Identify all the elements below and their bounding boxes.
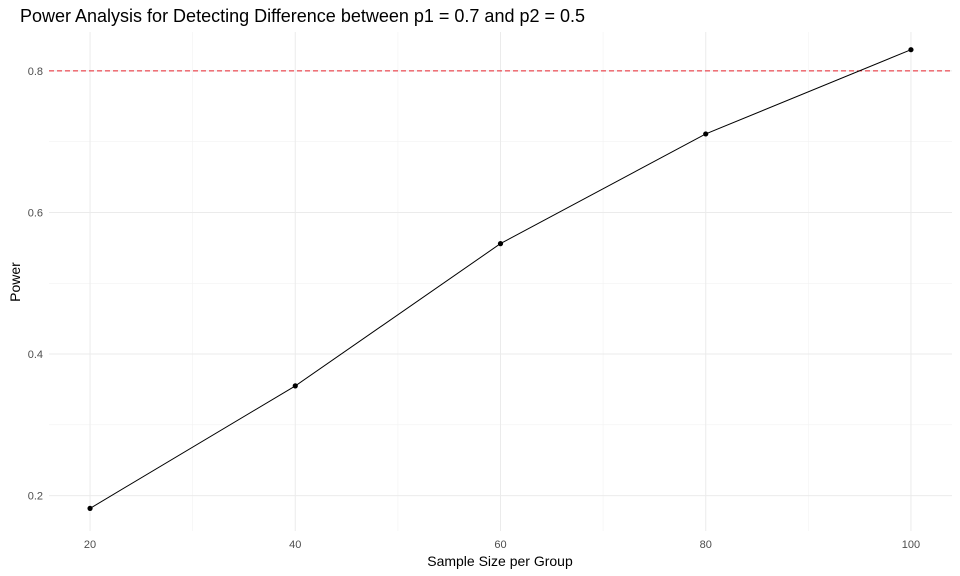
data-point — [292, 383, 298, 389]
x-axis-title: Sample Size per Group — [427, 553, 573, 569]
data-point — [87, 505, 93, 511]
y-tick-label: 0.6 — [28, 207, 43, 219]
x-tick-label: 20 — [84, 539, 96, 551]
x-axis-ticks: 20 40 60 80 100 — [84, 539, 920, 551]
chart-title: Power Analysis for Detecting Difference … — [20, 6, 585, 26]
data-point — [703, 131, 709, 137]
x-tick-label: 60 — [494, 539, 506, 551]
grid — [49, 32, 952, 531]
x-tick-label: 100 — [902, 539, 920, 551]
y-axis-title: Power — [7, 262, 23, 302]
x-tick-label: 80 — [700, 539, 712, 551]
y-tick-label: 0.8 — [28, 66, 43, 78]
y-tick-label: 0.4 — [28, 349, 43, 361]
x-tick-label: 40 — [289, 539, 301, 551]
data-point — [908, 47, 914, 53]
y-axis-ticks: 0.2 0.4 0.6 0.8 — [28, 66, 43, 503]
data-point — [497, 241, 504, 247]
data-points — [87, 47, 914, 511]
y-tick-label: 0.2 — [28, 491, 43, 503]
